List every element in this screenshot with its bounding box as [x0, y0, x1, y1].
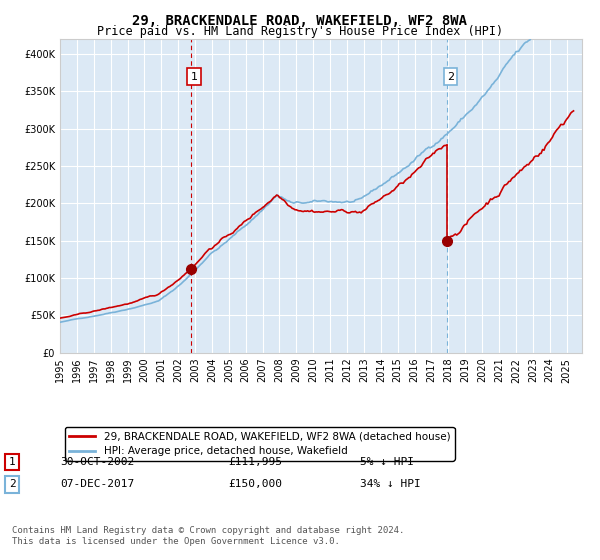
- Legend: 29, BRACKENDALE ROAD, WAKEFIELD, WF2 8WA (detached house), HPI: Average price, d: 29, BRACKENDALE ROAD, WAKEFIELD, WF2 8WA…: [65, 427, 455, 460]
- Text: 30-OCT-2002: 30-OCT-2002: [60, 457, 134, 467]
- Text: 2: 2: [447, 72, 454, 82]
- Text: 29, BRACKENDALE ROAD, WAKEFIELD, WF2 8WA: 29, BRACKENDALE ROAD, WAKEFIELD, WF2 8WA: [133, 14, 467, 28]
- Text: Contains HM Land Registry data © Crown copyright and database right 2024.
This d: Contains HM Land Registry data © Crown c…: [12, 526, 404, 546]
- Text: £150,000: £150,000: [228, 479, 282, 489]
- Text: £111,995: £111,995: [228, 457, 282, 467]
- Text: 1: 1: [191, 72, 198, 82]
- Text: 5% ↓ HPI: 5% ↓ HPI: [360, 457, 414, 467]
- Text: 2: 2: [8, 479, 16, 489]
- Text: 1: 1: [8, 457, 16, 467]
- Text: 34% ↓ HPI: 34% ↓ HPI: [360, 479, 421, 489]
- Text: 07-DEC-2017: 07-DEC-2017: [60, 479, 134, 489]
- Text: Price paid vs. HM Land Registry's House Price Index (HPI): Price paid vs. HM Land Registry's House …: [97, 25, 503, 38]
